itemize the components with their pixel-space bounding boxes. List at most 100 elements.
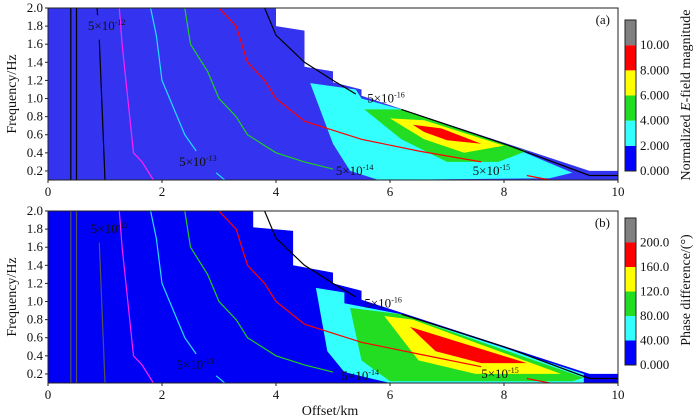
colorbar-tick-label: 80.00	[640, 308, 669, 323]
y-tick-label: 1.6	[27, 239, 44, 254]
colorbar-tick-label: 8.000	[640, 62, 669, 77]
colorbar-title-part: Phase difference/(°)	[679, 234, 694, 346]
contour-label-base: 5×10	[179, 154, 206, 169]
contour-region-160-200	[409, 326, 527, 364]
contour-line	[150, 8, 197, 152]
contour-line	[98, 242, 106, 383]
x-tick-label: 2	[159, 184, 166, 199]
contour-label: 5×10-12	[88, 18, 126, 33]
y-tick-label: 0.6	[27, 127, 44, 142]
colorbar-frame	[624, 19, 637, 172]
colorbar-segment	[625, 20, 636, 46]
contour-label-base: 5×10	[473, 163, 500, 178]
contour-line	[184, 211, 334, 373]
x-tick-label: 4	[273, 184, 280, 199]
contour-label: 5×10-13	[179, 154, 217, 169]
y-tick-label: 1.0	[27, 91, 43, 106]
y-tick-label: 1.8	[27, 221, 43, 236]
x-tick-label: 0	[45, 387, 52, 402]
contour-line	[215, 172, 226, 180]
x-tick-label: 6	[387, 387, 394, 402]
plot-frame	[47, 7, 619, 181]
y-axis-title: Frequency/Hz	[5, 54, 20, 133]
plot-area	[48, 211, 618, 383]
contour-line	[150, 211, 197, 355]
colorbar-title-part: Normalized	[679, 111, 694, 181]
contour-label-exponent: -15	[508, 366, 519, 375]
contour-label-exponent: -13	[203, 357, 214, 366]
colorbar-segment	[625, 218, 636, 243]
contour-label-exponent: -12	[118, 221, 129, 230]
y-tick-label: 0.4	[27, 348, 44, 363]
contour-label-exponent: -14	[363, 163, 374, 172]
y-tick-label: 0.2	[27, 366, 43, 381]
y-tick-label: 0.6	[27, 330, 44, 345]
contour-label-exponent: -14	[368, 368, 379, 377]
y-tick-label: 1.2	[27, 275, 43, 290]
plot-area	[48, 8, 618, 180]
colorbar-segment	[625, 120, 636, 146]
colorbar-title-part: E	[679, 102, 694, 112]
contour-label-exponent: -15	[499, 163, 510, 172]
y-tick-label: 1.0	[27, 294, 43, 309]
colorbar-segment	[625, 267, 636, 292]
y-tick-label: 2.0	[27, 203, 43, 218]
contour-label: 5×10-15	[473, 163, 511, 178]
contour-label-exponent: -12	[115, 18, 126, 27]
y-tick-label: 0.8	[27, 312, 43, 327]
contour-line	[118, 8, 154, 180]
panel-b: 5×10-125×10-135×10-14 5×10-155×10-16(b)0.…	[5, 203, 694, 402]
colorbar-segment	[625, 145, 636, 171]
x-tick-label: 8	[501, 184, 508, 199]
colorbar-tick-label: 10.00	[640, 37, 669, 52]
contour-line	[264, 211, 357, 298]
contour-label-base: 5×10	[176, 357, 203, 372]
colorbar: 0.000 40.00 80.00 120.0 160.0 200.0 Phase diff…	[624, 217, 694, 372]
contour-line	[215, 375, 226, 383]
contour-line	[184, 8, 334, 170]
colorbar-segment	[625, 45, 636, 71]
colorbar-tick-label: 200.0	[640, 235, 669, 250]
colorbar-tick-label: 4.000	[640, 113, 669, 128]
contour-line	[526, 377, 550, 383]
x-tick-label: 10	[612, 184, 625, 199]
contour-region-120-160	[384, 316, 561, 374]
contour-label: 5×10-15	[481, 366, 519, 381]
contour-label: 5×10-14	[336, 163, 374, 178]
contour-region-8-10	[412, 124, 482, 144]
y-tick-label: 1.4	[27, 257, 44, 272]
panel-a: 5×10-125×10-135×10-14 5×10-155×10-16(a)0.…	[5, 0, 694, 199]
contour-label-exponent: -16	[394, 91, 405, 100]
colorbar-segment	[625, 70, 636, 96]
colorbar-tick-label: 2.000	[640, 138, 669, 153]
colorbar-segment	[625, 95, 636, 121]
colorbar-segment	[625, 291, 636, 316]
colorbar-title-part: -field magnitude	[679, 9, 694, 102]
x-axis-title: Offset/km	[302, 404, 359, 419]
contour-label-base: 5×10	[91, 221, 118, 236]
colorbar-tick-label: 40.00	[640, 333, 669, 348]
y-axis-title: Frequency/Hz	[5, 257, 20, 336]
colorbar-tick-label: 0.000	[640, 163, 669, 178]
y-tick-label: 1.2	[27, 72, 43, 87]
contour-label-base: 5×10	[481, 366, 508, 381]
colorbar-frame	[624, 217, 637, 366]
x-tick-label: 4	[273, 387, 280, 402]
contour-line	[118, 211, 154, 383]
colorbar-tick-label: 0.000	[640, 357, 669, 372]
y-tick-label: 0.8	[27, 109, 43, 124]
x-tick-label: 8	[501, 387, 508, 402]
colorbar-tick-label: 6.000	[640, 88, 669, 103]
contour-label: 5×10-16	[367, 91, 405, 106]
contour-line	[526, 174, 550, 180]
contour-line	[264, 8, 357, 95]
contour-line	[98, 39, 106, 180]
x-tick-label: 2	[159, 387, 166, 402]
contour-label: 5×10-12	[91, 221, 129, 236]
contour-line	[401, 108, 618, 177]
panel-label: (b)	[595, 215, 610, 230]
y-tick-label: 1.6	[27, 36, 44, 51]
x-tick-label: 10	[612, 387, 625, 402]
colorbar: 0.000 2.000 4.000 6.000 8.000 10.00 Normalized…	[624, 9, 694, 181]
